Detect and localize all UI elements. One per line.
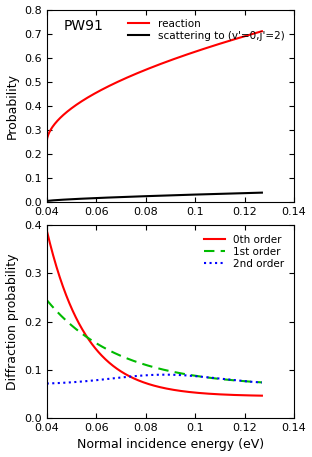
Line: 1st order: 1st order bbox=[47, 300, 262, 383]
1st order bbox=[201, 374, 205, 380]
scattering to (v'=0,j'=2) bbox=[115, 195, 119, 200]
1st order bbox=[200, 374, 204, 379]
2nd order bbox=[115, 375, 119, 381]
scattering to (v'=0,j'=2) bbox=[201, 191, 205, 197]
Line: 2nd order: 2nd order bbox=[47, 375, 262, 383]
0th order bbox=[200, 390, 204, 396]
reaction bbox=[71, 105, 75, 110]
scattering to (v'=0,j'=2) bbox=[71, 197, 75, 202]
0th order bbox=[71, 308, 75, 314]
scattering to (v'=0,j'=2) bbox=[130, 194, 134, 199]
2nd order bbox=[260, 380, 264, 385]
scattering to (v'=0,j'=2) bbox=[200, 191, 204, 197]
scattering to (v'=0,j'=2) bbox=[180, 192, 184, 198]
Text: PW91: PW91 bbox=[64, 19, 104, 33]
1st order bbox=[45, 297, 49, 303]
2nd order bbox=[201, 374, 204, 380]
reaction bbox=[130, 73, 134, 78]
2nd order bbox=[163, 372, 167, 377]
X-axis label: Normal incidence energy (eV): Normal incidence energy (eV) bbox=[77, 438, 264, 452]
2nd order bbox=[202, 374, 206, 380]
2nd order bbox=[45, 381, 49, 386]
2nd order bbox=[71, 379, 75, 385]
Legend: reaction, scattering to (v'=0,j'=2): reaction, scattering to (v'=0,j'=2) bbox=[126, 17, 286, 43]
0th order bbox=[115, 366, 119, 372]
1st order bbox=[71, 324, 75, 329]
0th order bbox=[45, 228, 49, 233]
2nd order bbox=[181, 372, 184, 378]
1st order bbox=[260, 380, 264, 385]
2nd order bbox=[130, 374, 134, 379]
scattering to (v'=0,j'=2) bbox=[260, 190, 264, 196]
Line: reaction: reaction bbox=[47, 31, 262, 142]
0th order bbox=[130, 375, 134, 380]
0th order bbox=[260, 393, 264, 399]
reaction bbox=[115, 80, 119, 85]
reaction bbox=[45, 139, 49, 145]
0th order bbox=[180, 388, 184, 394]
reaction bbox=[201, 46, 205, 52]
reaction bbox=[180, 53, 184, 59]
Legend: 0th order, 1st order, 2nd order: 0th order, 1st order, 2nd order bbox=[202, 233, 286, 271]
1st order bbox=[115, 351, 119, 357]
scattering to (v'=0,j'=2) bbox=[45, 198, 49, 204]
Line: 0th order: 0th order bbox=[47, 230, 262, 396]
1st order bbox=[180, 371, 184, 376]
reaction bbox=[260, 28, 264, 34]
Y-axis label: Diffraction probability: Diffraction probability bbox=[6, 254, 18, 390]
Line: scattering to (v'=0,j'=2): scattering to (v'=0,j'=2) bbox=[47, 193, 262, 201]
1st order bbox=[130, 357, 134, 363]
Y-axis label: Probability: Probability bbox=[6, 73, 18, 139]
reaction bbox=[200, 47, 204, 52]
0th order bbox=[201, 391, 205, 396]
